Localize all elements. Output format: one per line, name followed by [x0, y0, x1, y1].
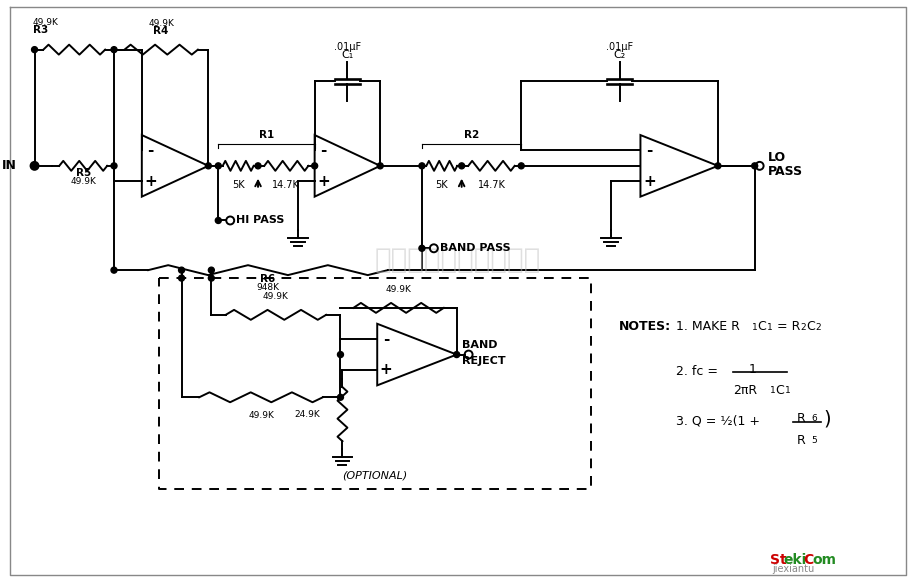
- Text: 14.7K: 14.7K: [477, 180, 505, 190]
- Circle shape: [111, 47, 117, 52]
- Text: 49.9K: 49.9K: [148, 19, 174, 28]
- Text: 5: 5: [811, 436, 816, 445]
- Circle shape: [337, 352, 343, 357]
- Circle shape: [111, 163, 117, 169]
- Text: NOTES:: NOTES:: [618, 320, 670, 333]
- Text: PASS: PASS: [767, 165, 802, 178]
- Text: 1: 1: [751, 323, 757, 332]
- Text: REJECT: REJECT: [461, 356, 505, 365]
- Text: 2. fc =: 2. fc =: [675, 364, 722, 378]
- Text: BAND: BAND: [461, 340, 496, 350]
- Circle shape: [208, 267, 214, 273]
- Text: 3. Q = ½(1 +: 3. Q = ½(1 +: [675, 414, 763, 427]
- Text: eki: eki: [783, 553, 806, 567]
- Text: R: R: [796, 434, 804, 447]
- Circle shape: [215, 218, 221, 223]
- Text: 5K: 5K: [435, 180, 447, 190]
- Text: 24.9K: 24.9K: [294, 410, 321, 418]
- Circle shape: [255, 163, 261, 169]
- Text: +: +: [379, 363, 392, 378]
- Text: .01μF: .01μF: [605, 42, 632, 52]
- Circle shape: [751, 163, 757, 169]
- Circle shape: [312, 163, 317, 169]
- Text: HI PASS: HI PASS: [236, 215, 284, 225]
- Text: C₁: C₁: [341, 49, 353, 59]
- Text: 49.9K: 49.9K: [33, 18, 58, 27]
- Text: BAND PASS: BAND PASS: [439, 243, 510, 253]
- Circle shape: [179, 275, 184, 281]
- Text: R5: R5: [76, 168, 91, 178]
- Text: 49.9K: 49.9K: [385, 285, 411, 294]
- Circle shape: [453, 352, 459, 357]
- Text: 1: 1: [769, 386, 774, 395]
- Text: 5K: 5K: [231, 180, 244, 190]
- Circle shape: [418, 163, 425, 169]
- Circle shape: [179, 267, 184, 273]
- Circle shape: [418, 245, 425, 251]
- Text: C: C: [805, 320, 814, 333]
- Text: 1: 1: [766, 323, 772, 332]
- Text: -: -: [383, 332, 389, 347]
- Text: R1: R1: [259, 130, 274, 140]
- Text: 2: 2: [814, 323, 820, 332]
- Text: +: +: [317, 174, 330, 189]
- Text: .01μF: .01μF: [333, 42, 361, 52]
- Text: jiexiantu: jiexiantu: [772, 564, 814, 574]
- Text: +: +: [642, 174, 655, 189]
- Circle shape: [517, 163, 524, 169]
- Text: 49.9K: 49.9K: [262, 292, 289, 301]
- Text: 1: 1: [748, 363, 756, 375]
- Text: 14.7K: 14.7K: [272, 180, 300, 190]
- Circle shape: [208, 275, 214, 281]
- Text: C: C: [803, 553, 813, 567]
- Text: 948K: 948K: [256, 283, 279, 292]
- Circle shape: [32, 47, 37, 52]
- Text: IN: IN: [2, 159, 16, 172]
- Text: -: -: [148, 143, 154, 158]
- Text: 49.9K: 49.9K: [70, 177, 96, 186]
- Text: C: C: [774, 384, 783, 398]
- Text: -: -: [646, 143, 652, 158]
- Text: 2πR: 2πR: [732, 384, 756, 398]
- Text: R6: R6: [260, 274, 275, 284]
- Text: R3: R3: [33, 24, 47, 35]
- Text: om: om: [812, 553, 835, 567]
- Text: St: St: [769, 553, 785, 567]
- Circle shape: [337, 394, 343, 400]
- Text: (OPTIONAL): (OPTIONAL): [342, 471, 407, 481]
- Text: R: R: [796, 412, 804, 425]
- Text: 2: 2: [800, 323, 805, 332]
- Text: +: +: [144, 174, 157, 189]
- Circle shape: [32, 163, 37, 169]
- Text: 1: 1: [783, 386, 789, 395]
- Text: 6: 6: [811, 414, 816, 423]
- Text: C: C: [757, 320, 765, 333]
- Circle shape: [111, 267, 117, 273]
- Text: 49.9K: 49.9K: [248, 411, 273, 420]
- Text: C₂: C₂: [613, 49, 625, 59]
- Text: ): ): [823, 409, 830, 428]
- Text: R2: R2: [464, 130, 478, 140]
- Circle shape: [377, 163, 383, 169]
- Text: 杭州将睿科技有限公司: 杭州将睿科技有限公司: [374, 246, 540, 274]
- Circle shape: [215, 163, 221, 169]
- Text: -: -: [320, 143, 326, 158]
- Circle shape: [458, 163, 464, 169]
- Text: LO: LO: [767, 151, 785, 164]
- Text: = R: = R: [772, 320, 799, 333]
- Text: R4: R4: [153, 26, 169, 36]
- Text: 1. MAKE R: 1. MAKE R: [675, 320, 739, 333]
- Circle shape: [714, 163, 720, 169]
- Circle shape: [205, 163, 211, 169]
